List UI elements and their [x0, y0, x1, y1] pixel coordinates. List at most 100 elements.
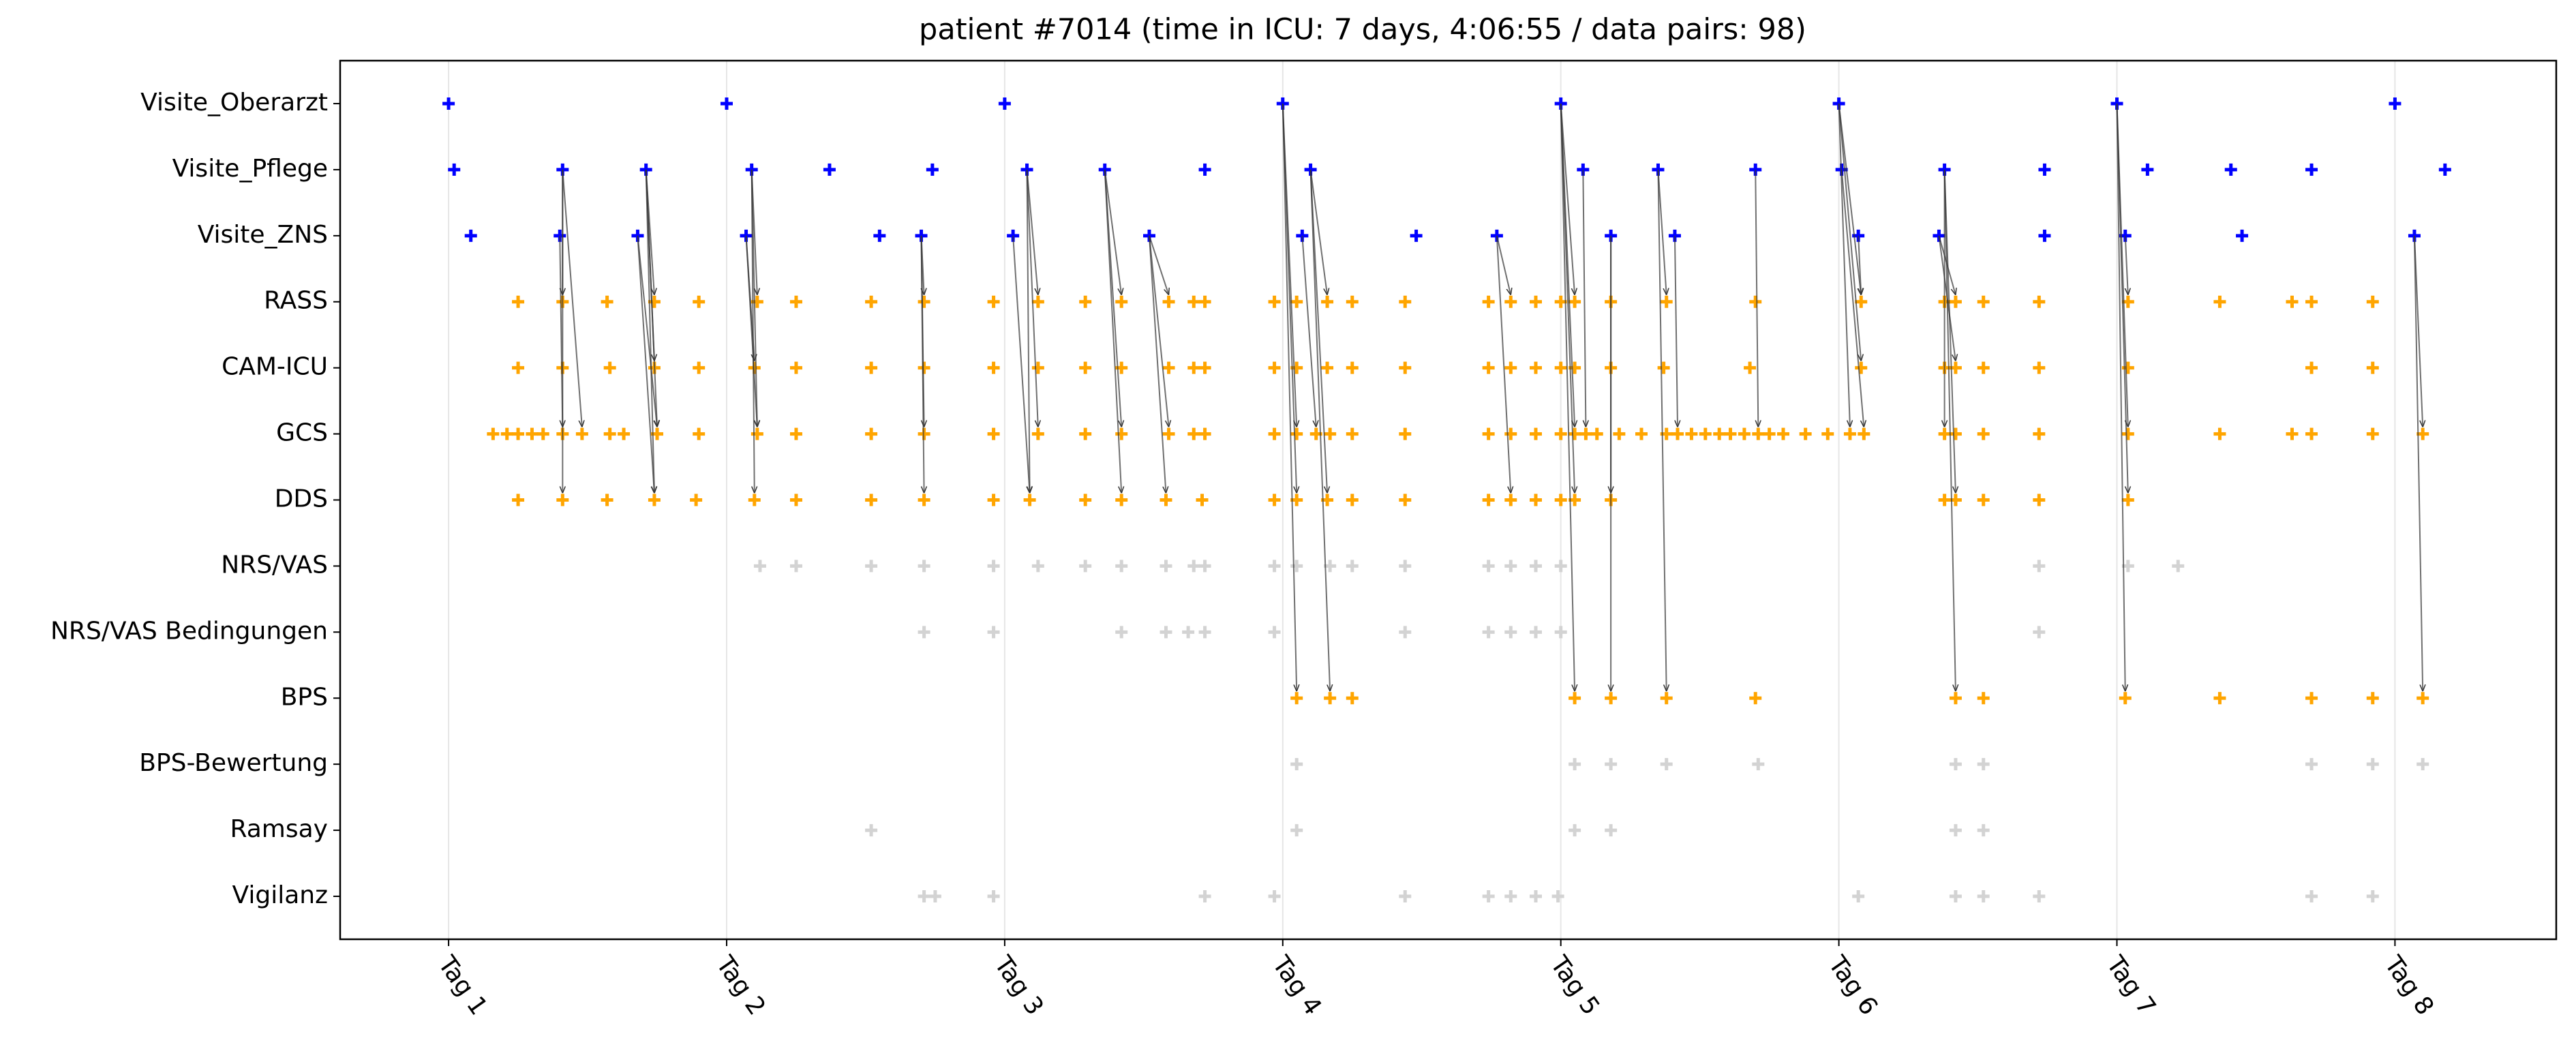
point	[1529, 560, 1542, 573]
point	[2305, 758, 2318, 771]
point	[1569, 295, 1581, 308]
point	[1738, 427, 1751, 440]
point	[575, 427, 588, 440]
point	[1554, 493, 1567, 506]
y-tick-label: Visite_ZNS	[198, 221, 328, 249]
point	[2213, 295, 2226, 308]
point	[1115, 560, 1128, 573]
x-tick-label: Tag 3	[988, 951, 1049, 1020]
pair-arrow	[1938, 235, 1955, 295]
point	[1290, 427, 1303, 440]
point	[873, 229, 886, 242]
point	[1115, 427, 1128, 440]
point	[1196, 493, 1209, 506]
point	[1529, 626, 1542, 639]
point	[1821, 427, 1834, 440]
point	[1752, 758, 1765, 771]
point	[487, 427, 500, 440]
point	[601, 493, 613, 506]
pair-arrow	[1282, 103, 1297, 691]
point	[1949, 692, 1962, 705]
point	[601, 295, 613, 308]
point	[1660, 295, 1673, 308]
point	[1187, 427, 1200, 440]
point	[1031, 295, 1044, 308]
point	[1346, 361, 1359, 374]
point	[690, 493, 703, 506]
point	[987, 890, 1000, 902]
point	[2033, 361, 2046, 374]
point	[1079, 361, 1092, 374]
point	[1855, 295, 1868, 308]
pair-arrow	[1560, 103, 1575, 493]
point	[648, 295, 661, 308]
point	[1635, 427, 1648, 440]
point	[1605, 692, 1618, 705]
point	[1031, 560, 1044, 573]
pair-arrow	[1149, 235, 1169, 295]
point	[1977, 758, 1990, 771]
pair-arrow	[1026, 169, 1038, 427]
point	[1268, 626, 1281, 639]
point	[2305, 361, 2318, 374]
point	[1613, 427, 1626, 440]
point	[1551, 890, 1564, 902]
point	[2033, 890, 2046, 902]
x-tick-label: Tag 1	[432, 951, 493, 1020]
point	[1977, 890, 1990, 902]
point	[1268, 295, 1281, 308]
point	[2366, 295, 2379, 308]
point	[1657, 361, 1670, 374]
point	[918, 890, 930, 902]
point	[987, 626, 1000, 639]
point	[1554, 626, 1567, 639]
point	[1198, 560, 1211, 573]
point	[1949, 295, 1962, 308]
pair-arrow	[1657, 169, 1666, 295]
point	[1324, 427, 1337, 440]
point	[1268, 361, 1281, 374]
pair-arrow	[1838, 103, 1850, 427]
point	[512, 493, 525, 506]
point	[748, 493, 761, 506]
point	[1529, 890, 1542, 902]
point	[1160, 626, 1172, 639]
point	[918, 361, 930, 374]
point	[603, 427, 616, 440]
point	[1182, 626, 1195, 639]
point	[2213, 427, 2226, 440]
point	[1504, 295, 1517, 308]
point	[1590, 427, 1603, 440]
point	[1198, 890, 1211, 902]
point	[693, 361, 706, 374]
point	[1079, 560, 1092, 573]
pair-arrow	[1560, 103, 1575, 295]
point	[1187, 295, 1200, 308]
point	[526, 427, 539, 440]
point	[1268, 427, 1281, 440]
point	[1482, 427, 1495, 440]
point	[2033, 626, 2046, 639]
point	[2038, 229, 2051, 242]
plot-frame	[339, 59, 2558, 941]
point	[1605, 824, 1618, 837]
point	[1977, 361, 1990, 374]
point	[2236, 229, 2249, 242]
pair-arrow	[1943, 169, 1956, 493]
point	[1529, 361, 1542, 374]
point	[2121, 493, 2134, 506]
pair-arrow	[1026, 169, 1038, 295]
point	[1290, 295, 1303, 308]
point	[1198, 295, 1211, 308]
point	[751, 427, 763, 440]
point	[987, 295, 1000, 308]
point	[1660, 692, 1673, 705]
point	[1949, 427, 1962, 440]
pair-arrow	[1149, 235, 1166, 493]
point	[1977, 427, 1990, 440]
pair-arrow	[645, 169, 654, 493]
point	[918, 560, 930, 573]
point	[1290, 824, 1303, 837]
point	[789, 427, 802, 440]
